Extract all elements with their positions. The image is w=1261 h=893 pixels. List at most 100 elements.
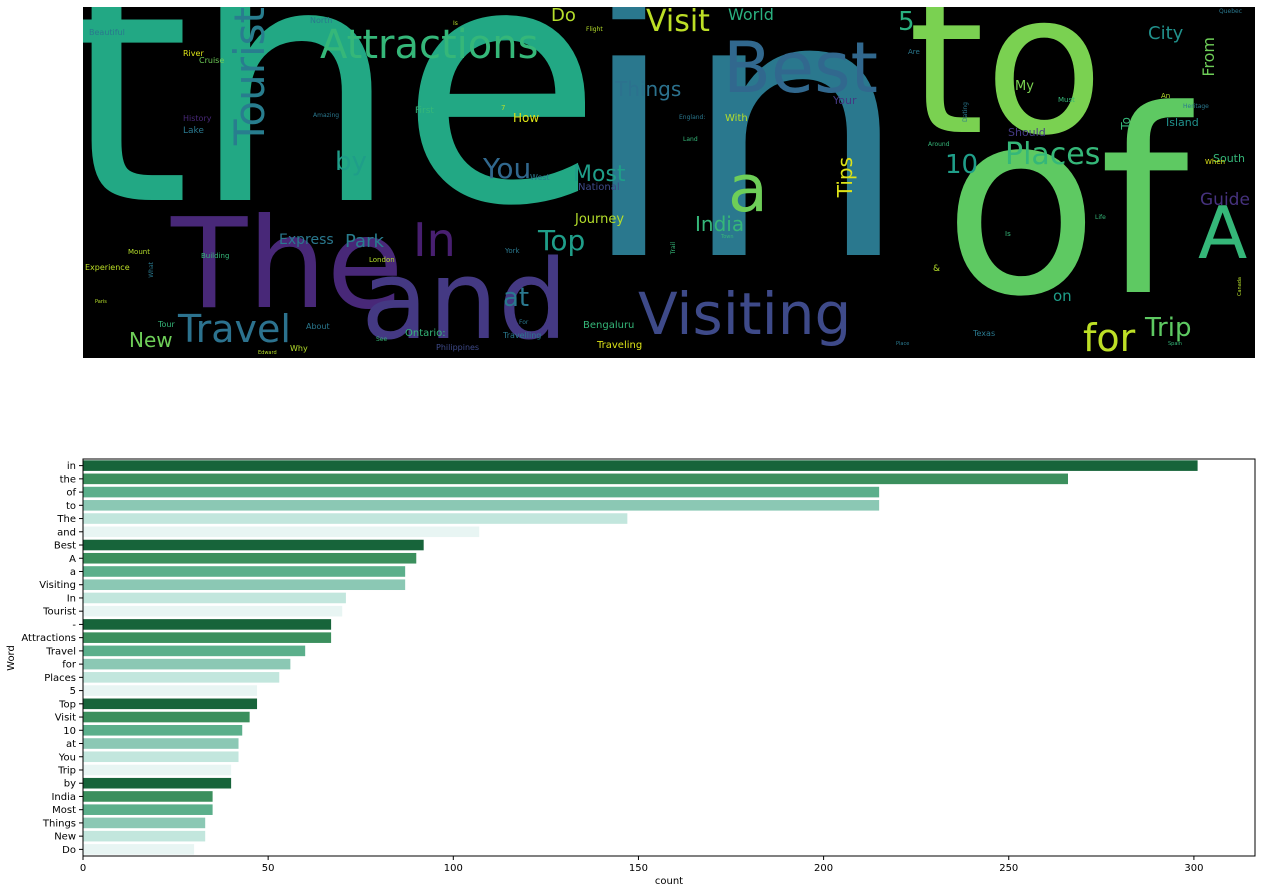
y-tick-label: Most xyxy=(52,805,76,816)
bar xyxy=(83,817,206,829)
cloud-word: London xyxy=(369,256,395,264)
bar xyxy=(83,698,258,710)
x-axis-label: count xyxy=(655,876,683,887)
bar xyxy=(83,804,213,815)
cloud-word: History xyxy=(183,114,212,123)
bar xyxy=(83,526,480,538)
cloud-word: Island xyxy=(1166,116,1199,129)
bar xyxy=(83,658,291,670)
bar xyxy=(83,724,243,736)
cloud-word: Paris xyxy=(95,299,107,305)
cloud-word: Experience xyxy=(85,263,130,272)
y-tick-label: to xyxy=(66,501,76,512)
bar xyxy=(83,592,346,604)
bar xyxy=(83,672,280,683)
x-tick-label: 150 xyxy=(629,863,648,874)
cloud-word: About xyxy=(306,322,330,331)
cloud-word: Amazing xyxy=(313,112,340,119)
cloud-word: With xyxy=(725,113,748,124)
cloud-word: England: xyxy=(679,114,706,121)
cloud-word: in xyxy=(578,7,911,342)
cloud-word: Lake xyxy=(183,126,204,136)
cloud-word: Should xyxy=(1008,126,1046,139)
y-tick-label: 10 xyxy=(63,726,76,737)
cloud-word: To xyxy=(1119,117,1133,130)
y-tick-label: and xyxy=(57,527,76,538)
cloud-word: New xyxy=(129,328,173,352)
y-tick-label: India xyxy=(51,792,76,803)
cloud-word: West xyxy=(530,173,550,182)
cloud-word: Top xyxy=(538,224,586,257)
cloud-word: Canada xyxy=(1237,277,1243,297)
cloud-word: Best xyxy=(723,27,879,109)
cloud-word: 5 xyxy=(898,7,915,37)
cloud-word: at xyxy=(503,283,530,313)
cloud-word: World xyxy=(728,7,774,24)
cloud-word: Land xyxy=(683,136,698,143)
cloud-word: You xyxy=(483,152,532,185)
cloud-word: A xyxy=(1198,191,1248,275)
cloud-word: Flight xyxy=(586,26,603,33)
y-tick-label: a xyxy=(70,567,76,578)
x-tick-label: 100 xyxy=(444,863,463,874)
cloud-word: Tourist xyxy=(225,7,274,146)
y-tick-label: Travel xyxy=(45,646,76,657)
cloud-word: Cruise xyxy=(199,56,225,65)
cloud-word: Your xyxy=(833,94,857,107)
x-tick-labels: 0 50 100 150 200 250 300 xyxy=(80,856,1203,874)
cloud-word: What xyxy=(148,262,155,278)
cloud-word: South xyxy=(1213,152,1245,165)
y-tick-label: The xyxy=(56,514,76,525)
bar xyxy=(83,764,232,776)
bar xyxy=(83,579,406,591)
cloud-word: Travelling xyxy=(503,331,542,340)
cloud-word: Philippines xyxy=(436,343,480,352)
y-tick-label: by xyxy=(64,779,76,790)
cloud-word: From xyxy=(1199,37,1218,77)
bar xyxy=(83,566,406,577)
bar-chart: in the of to The and Best Aa Visiting In Tourist - A… xyxy=(6,458,1256,887)
cloud-word: The xyxy=(171,192,404,337)
cloud-word: North xyxy=(310,16,333,25)
cloud-word: 10 xyxy=(945,150,979,180)
cloud-word: Why xyxy=(290,344,308,353)
cloud-word: Mount xyxy=(128,248,150,256)
cloud-word: India xyxy=(695,212,745,236)
cloud-word: In xyxy=(413,213,456,267)
plot-frame xyxy=(82,458,1256,857)
y-tick-label: - xyxy=(72,620,76,631)
cloud-word: Building xyxy=(201,252,230,260)
cloud-word: & xyxy=(933,264,941,274)
cloud-word: Attractions xyxy=(320,22,539,68)
cloud-word: Life xyxy=(1095,214,1106,221)
cloud-word: to xyxy=(908,7,1104,178)
cloud-word: on xyxy=(1053,287,1072,305)
y-tick-label: Tourist xyxy=(42,607,76,618)
y-tick-label: Places xyxy=(44,673,76,684)
cloud-word: When xyxy=(1205,158,1226,166)
x-tick-label: 0 xyxy=(80,863,86,874)
cloud-word: Dating xyxy=(962,102,969,122)
cloud-word: Traveling xyxy=(597,340,643,351)
cloud-word: Trip xyxy=(1145,313,1192,343)
cloud-word: Heritage xyxy=(1183,103,1209,110)
cloud-word: An xyxy=(1161,92,1171,100)
cloud-word: For xyxy=(519,319,529,326)
cloud-word: See xyxy=(376,336,388,343)
x-tick-label: 300 xyxy=(1184,863,1203,874)
y-tick-label: Visit xyxy=(55,713,76,724)
y-tick-label: Attractions xyxy=(21,633,76,644)
cloud-word: Is xyxy=(453,20,458,27)
cloud-word: the xyxy=(83,7,603,278)
bar xyxy=(83,711,250,723)
cloud-word: for xyxy=(1083,316,1136,358)
cloud-word: Places xyxy=(1005,137,1101,172)
bar xyxy=(83,844,195,855)
cloud-word: Around xyxy=(928,141,950,148)
cloud-word: Ontario: xyxy=(405,328,446,339)
cloud-word: 7 xyxy=(501,104,506,112)
bars-group xyxy=(83,460,1198,855)
bar xyxy=(83,513,628,524)
bar xyxy=(83,830,206,842)
